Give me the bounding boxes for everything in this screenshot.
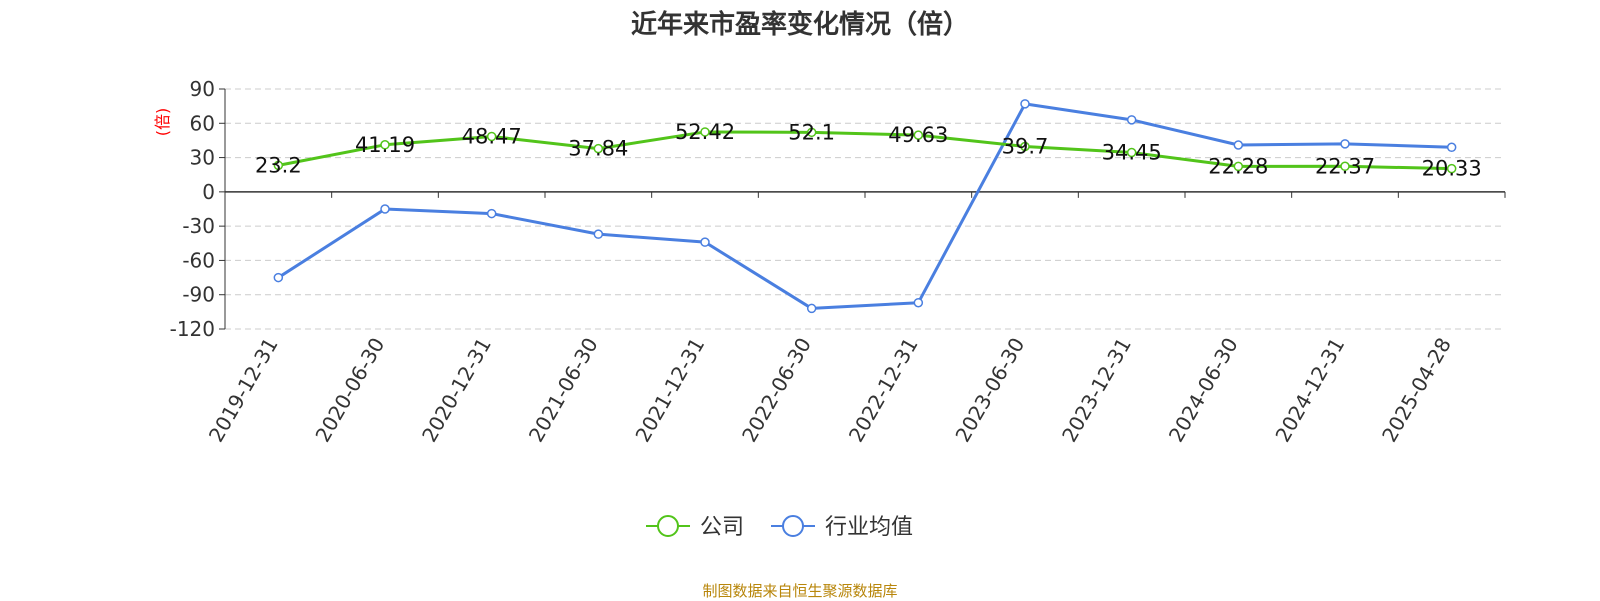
data-point[interactable]: [1126, 147, 1137, 158]
legend: 公司 行业均值: [646, 515, 913, 540]
x-tick-label: 2020-06-30: [310, 334, 389, 447]
legend-label: 行业均值: [825, 515, 913, 540]
data-point[interactable]: [913, 130, 924, 140]
data-point[interactable]: [1340, 161, 1350, 172]
x-tick-label: 2024-12-31: [1270, 334, 1349, 447]
x-tick-label: 2020-12-31: [417, 333, 496, 446]
source-note: 制图数据来自恒生聚源数据库: [702, 582, 898, 600]
data-point[interactable]: [380, 204, 390, 214]
series-layer: [273, 99, 1457, 314]
data-point[interactable]: [913, 297, 924, 308]
data-point[interactable]: [486, 208, 497, 219]
data-point[interactable]: [1126, 115, 1137, 125]
y-axis-label: (倍): [153, 108, 172, 137]
data-label: 49.63: [888, 123, 948, 147]
data-point[interactable]: [806, 127, 817, 138]
x-tick-label: 2022-06-30: [737, 334, 816, 447]
data-point[interactable]: [273, 160, 284, 171]
y-tick-label: 30: [190, 146, 215, 170]
data-label: 48.47: [462, 124, 522, 148]
series-line-0: [278, 130, 1452, 171]
data-point[interactable]: [593, 143, 604, 154]
x-tick-label: 2021-06-30: [524, 334, 603, 447]
x-tick-label: 2019-12-31: [204, 334, 283, 447]
legend-marker-icon: [657, 515, 679, 537]
data-point[interactable]: [486, 131, 497, 142]
data-label: 34.45: [1102, 140, 1162, 164]
data-label: 39.7: [1002, 134, 1049, 158]
y-tick-label: 90: [190, 77, 215, 101]
data-label: 41.19: [355, 133, 415, 157]
legend-label: 公司: [700, 515, 744, 540]
data-point[interactable]: [806, 303, 817, 314]
data-label: 52.1: [788, 120, 835, 144]
x-tick-label: 2025-04-28: [1377, 334, 1456, 447]
series-line-1: [277, 102, 1452, 310]
data-point[interactable]: [700, 237, 710, 247]
y-tick-label: 0: [202, 180, 215, 204]
data-point[interactable]: [1020, 141, 1030, 152]
x-tick-label: 2021-12-31: [630, 334, 709, 447]
y-tick-label: -60: [182, 248, 215, 272]
data-label: 22.28: [1208, 154, 1268, 178]
data-label: 52.42: [675, 120, 735, 144]
x-tick-label: 2024-06-30: [1164, 334, 1243, 447]
data-point[interactable]: [1446, 142, 1457, 153]
y-tick-label: -120: [170, 317, 215, 341]
data-label: 23.2: [255, 153, 302, 177]
data-point[interactable]: [1446, 163, 1457, 174]
chart-title: 近年来市盈率变化情况（倍）: [630, 10, 969, 40]
data-point[interactable]: [700, 127, 710, 137]
data-label: 22.37: [1315, 154, 1375, 178]
data-point[interactable]: [1020, 99, 1030, 109]
data-point[interactable]: [273, 272, 284, 283]
data-point[interactable]: [593, 229, 604, 239]
legend-marker-icon: [782, 515, 804, 537]
data-label: 20.33: [1422, 157, 1482, 181]
data-point[interactable]: [1233, 161, 1244, 172]
y-tick-label: -90: [182, 283, 215, 307]
legend-item-1[interactable]: 行业均值: [771, 515, 913, 540]
data-point[interactable]: [1340, 139, 1350, 149]
grid-layer: [225, 88, 1505, 330]
legend-item-0[interactable]: 公司: [646, 515, 744, 540]
x-tick-label: 2023-06-30: [950, 334, 1029, 447]
data-label-layer: 23.2 41.19 48.47 37.84 52.42 52.1 49.63 39.7 34.…: [255, 120, 1482, 181]
y-tick-label: -30: [182, 214, 215, 238]
x-tick-label: 2023-12-31: [1057, 334, 1136, 447]
data-label: 37.84: [568, 137, 628, 161]
data-point[interactable]: [1233, 140, 1244, 150]
y-tick-label: 60: [190, 111, 215, 135]
x-tick-label: 2022-12-31: [844, 333, 923, 446]
data-point[interactable]: [380, 140, 390, 150]
